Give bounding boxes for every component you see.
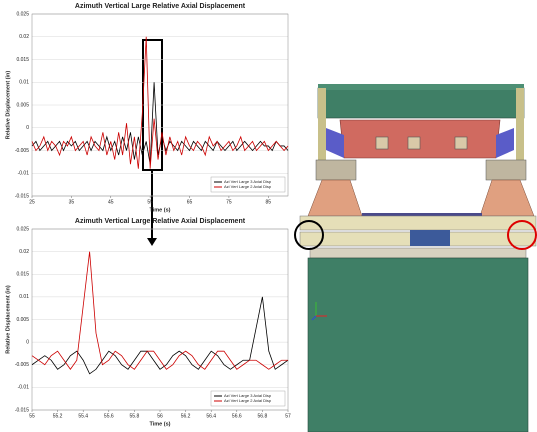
x-tick-label: 65 — [187, 199, 193, 205]
left-plate — [326, 128, 344, 158]
x-tick-label: 56.8 — [258, 413, 268, 419]
y-tick-label: -0.005 — [15, 362, 29, 368]
y-tick-label: -0.01 — [18, 385, 30, 391]
top-ring — [317, 87, 525, 119]
data-line — [31, 82, 289, 165]
chart-title: Azimuth Vertical Large Relative Axial Di… — [75, 218, 246, 225]
x-tick-label: 56.2 — [181, 413, 191, 419]
x-tick-label: 75 — [226, 199, 232, 205]
x-tick-label: 25 — [29, 199, 35, 205]
zoom-arrowhead — [147, 238, 157, 246]
chart-title: Azimuth Vertical Large Relative Axial Di… — [75, 3, 246, 10]
highlight-circle-red — [507, 220, 537, 250]
y-tick-label: 0.015 — [16, 57, 29, 63]
x-tick-label: 85 — [266, 199, 272, 205]
y-tick-label: 0.02 — [19, 249, 29, 255]
pad — [375, 136, 389, 150]
y-tick-label: -0.015 — [15, 193, 29, 199]
legend-label: Azi Vert Large 2 Axial Disp — [224, 184, 272, 189]
pedestal — [307, 257, 529, 432]
plot-frame — [31, 13, 289, 197]
x-tick-label: 55.8 — [130, 413, 140, 419]
pad — [407, 136, 421, 150]
x-tick-label: 55 — [147, 199, 153, 205]
x-axis-label: Time (s) — [150, 207, 171, 213]
data-line — [31, 296, 289, 375]
y-axis-label: Relative Displacement (in) — [5, 71, 11, 140]
right-post — [516, 88, 524, 168]
y-tick-label: 0.005 — [16, 102, 29, 108]
highlight-circle-black — [294, 220, 324, 250]
plot-frame — [31, 228, 289, 411]
y-axis-label: Relative Displacement (in) — [5, 285, 11, 354]
x-tick-label: 55.4 — [78, 413, 88, 419]
x-tick-label: 55 — [29, 413, 35, 419]
model-render — [294, 84, 537, 432]
upper-beam — [299, 215, 537, 231]
legend-label: Azi Vert Large 2 Axial Disp — [224, 398, 272, 403]
x-tick-label: 56 — [157, 413, 163, 419]
x-axis-label: Time (s) — [150, 421, 171, 427]
triad-z — [311, 315, 317, 321]
legend-label: Azi Vert Large 3 Axial Disp — [224, 393, 272, 398]
x-tick-label: 56.6 — [232, 413, 242, 419]
base-plate — [309, 247, 527, 259]
y-tick-label: 0 — [26, 339, 29, 345]
y-tick-label: -0.005 — [15, 148, 29, 154]
legend-label: Azi Vert Large 3 Axial Disp — [224, 179, 272, 184]
legend-box — [210, 390, 286, 407]
y-tick-label: -0.015 — [15, 407, 29, 413]
y-tick-label: 0.025 — [16, 226, 29, 232]
top-ring-rim — [318, 84, 524, 90]
y-tick-label: 0.02 — [19, 34, 29, 40]
y-tick-label: -0.01 — [18, 171, 30, 177]
x-tick-label: 55.6 — [104, 413, 114, 419]
left-bracket — [315, 159, 357, 181]
x-tick-label: 56.4 — [206, 413, 216, 419]
right-plate — [496, 128, 514, 158]
y-tick-label: 0 — [26, 125, 29, 131]
right-bracket — [485, 159, 527, 181]
x-tick-label: 35 — [69, 199, 75, 205]
x-tick-label: 55.2 — [53, 413, 63, 419]
right-cone — [479, 179, 535, 217]
x-tick-label: 57 — [285, 413, 291, 419]
left-post — [318, 88, 326, 168]
data-line — [31, 36, 289, 169]
x-tick-label: 45 — [108, 199, 114, 205]
legend-box — [210, 176, 286, 193]
data-line — [31, 251, 288, 370]
pad — [454, 136, 468, 150]
y-tick-label: 0.005 — [16, 317, 29, 323]
y-tick-label: 0.01 — [19, 80, 29, 86]
left-cone — [307, 179, 363, 217]
y-tick-label: 0.01 — [19, 294, 29, 300]
center-plate — [410, 230, 450, 246]
y-tick-label: 0.015 — [16, 272, 29, 278]
y-tick-label: 0.025 — [16, 11, 29, 17]
